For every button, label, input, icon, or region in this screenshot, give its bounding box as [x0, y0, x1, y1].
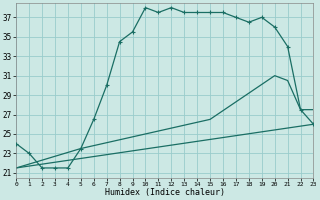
X-axis label: Humidex (Indice chaleur): Humidex (Indice chaleur) — [105, 188, 225, 197]
